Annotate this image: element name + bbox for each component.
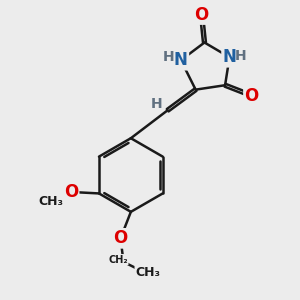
Text: CH₂: CH₂ [108, 254, 128, 265]
Text: N: N [174, 51, 188, 69]
Text: CH₃: CH₃ [135, 266, 160, 279]
Text: CH₃: CH₃ [39, 195, 64, 208]
Text: H: H [151, 97, 162, 111]
Text: N: N [223, 48, 236, 66]
Text: H: H [163, 50, 174, 64]
Text: O: O [244, 86, 259, 104]
Text: H: H [235, 49, 247, 63]
Text: O: O [194, 6, 209, 24]
Text: O: O [64, 183, 78, 201]
Text: O: O [113, 229, 128, 247]
